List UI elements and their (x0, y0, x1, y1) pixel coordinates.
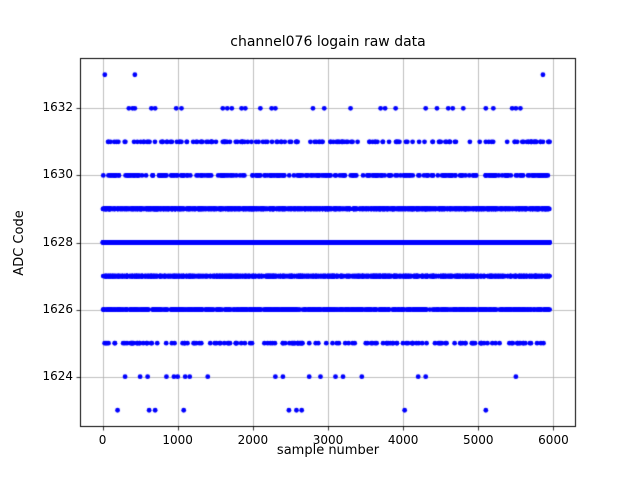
x-tick-label: 1000 (162, 433, 193, 447)
y-tick-label: 1624 (42, 368, 73, 383)
chart-title: channel076 logain raw data (230, 34, 426, 50)
y-axis-label: ADC Code (12, 210, 27, 276)
x-tick-label: 5000 (463, 433, 494, 447)
x-tick-label: 2000 (237, 433, 269, 447)
y-tick-label: 1630 (42, 167, 73, 182)
y-tick-label: 1632 (42, 100, 73, 115)
x-tick-label: 4000 (387, 433, 419, 447)
x-tick-label: 6000 (538, 433, 569, 447)
y-tick-label: 1626 (42, 301, 73, 316)
x-tick-label: 0 (98, 433, 107, 447)
y-tick-label: 1628 (42, 234, 73, 249)
x-axis-label: sample number (276, 443, 380, 458)
x-tick-label: 3000 (312, 433, 344, 447)
